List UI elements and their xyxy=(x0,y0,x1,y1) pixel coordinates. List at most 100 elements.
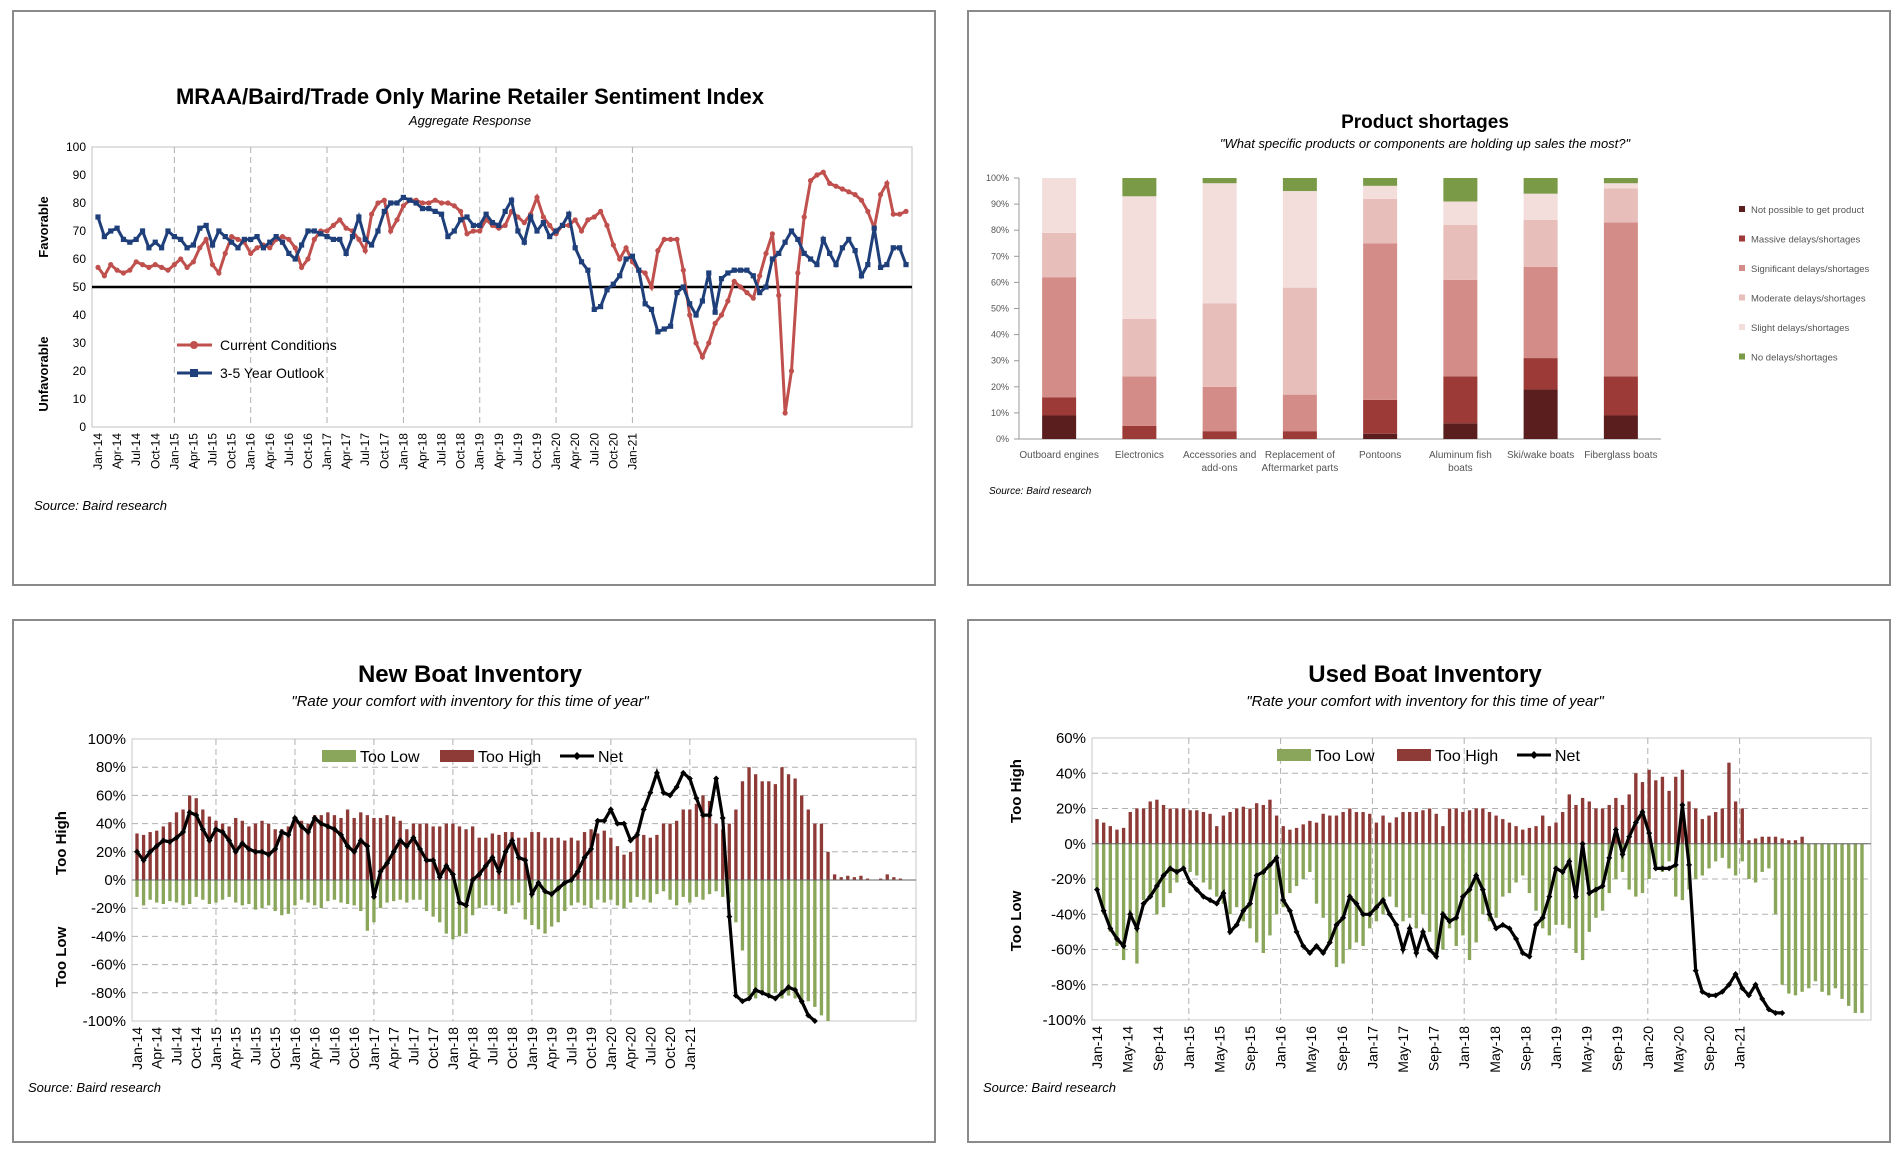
y-tick-label: 40 xyxy=(73,308,87,322)
net-point xyxy=(1772,1009,1779,1016)
data-point xyxy=(547,222,553,228)
stacked-bar-segment xyxy=(1202,178,1237,184)
too-high-bar xyxy=(760,781,764,880)
data-point xyxy=(146,264,152,270)
too-high-bar xyxy=(1288,829,1292,844)
data-point xyxy=(814,172,820,178)
too-low-bar xyxy=(155,880,159,903)
data-point xyxy=(470,222,476,228)
data-point xyxy=(127,267,133,273)
too-high-bar xyxy=(1228,812,1232,844)
data-point xyxy=(540,214,546,220)
data-point xyxy=(725,270,731,276)
too-high-bar xyxy=(786,774,791,880)
too-low-bar xyxy=(1268,843,1272,936)
too-low-bar xyxy=(339,880,343,903)
net-point xyxy=(1286,907,1293,914)
too-low-bar xyxy=(714,880,718,892)
y-tick-label: 30 xyxy=(73,336,87,350)
data-point xyxy=(394,200,400,206)
too-low-bar xyxy=(1707,843,1711,869)
too-high-bar xyxy=(378,817,383,880)
too-high-bar xyxy=(1501,819,1505,844)
stacked-bar-segment xyxy=(1603,178,1638,184)
net-point xyxy=(805,1012,812,1019)
stacked-bar-segment xyxy=(1603,376,1638,416)
too-high-bar xyxy=(1374,822,1379,844)
too-low-bar xyxy=(280,880,284,916)
x-tick-label: Sep-18 xyxy=(1517,1026,1533,1071)
data-point xyxy=(489,220,496,226)
data-point xyxy=(693,312,699,318)
net-point xyxy=(1266,861,1273,868)
x-tick-label: Jul-18 xyxy=(484,1027,500,1065)
too-high-bar xyxy=(1713,812,1718,844)
net-point xyxy=(430,857,437,864)
x-tick-label: Sep-17 xyxy=(1426,1026,1442,1071)
data-point xyxy=(445,234,451,240)
legend-swatch xyxy=(1739,294,1745,301)
data-point xyxy=(737,267,744,273)
y-tick-label: 0% xyxy=(1064,836,1086,853)
too-high-bar xyxy=(247,826,251,880)
too-low-bar xyxy=(411,880,416,900)
too-low-bar xyxy=(1614,843,1618,879)
x-tick-label: Oct-17 xyxy=(377,433,391,469)
too-high-bar xyxy=(832,874,837,880)
stacked-bar-segment xyxy=(1282,191,1317,288)
too-low-bar xyxy=(1627,843,1631,890)
data-point xyxy=(400,194,406,200)
too-low-bar xyxy=(1314,843,1319,904)
too-low-bar xyxy=(1334,843,1339,968)
too-low-bar xyxy=(1261,843,1265,954)
data-point xyxy=(438,200,445,206)
data-point xyxy=(95,214,101,220)
net-point xyxy=(1280,897,1287,904)
net-point xyxy=(265,851,272,858)
net-point xyxy=(1692,967,1699,974)
data-point xyxy=(661,326,667,332)
too-high-bar xyxy=(477,837,481,880)
legend-label: Too High xyxy=(478,749,541,766)
net-point xyxy=(621,820,628,827)
net-point xyxy=(719,814,726,821)
too-high-bar xyxy=(207,816,212,880)
x-tick-label: Oct-15 xyxy=(267,1027,283,1069)
too-low-bar xyxy=(141,880,146,906)
too-high-bar xyxy=(1594,808,1598,844)
too-low-bar xyxy=(135,880,139,897)
net-point xyxy=(1446,918,1453,925)
too-high-bar xyxy=(721,829,725,880)
too-low-bar xyxy=(1095,843,1099,890)
too-low-bar xyxy=(688,880,692,903)
too-low-bar xyxy=(1507,843,1512,894)
stacked-bar-segment xyxy=(1523,358,1558,390)
too-low-bar xyxy=(1780,843,1784,985)
new-boat-inventory-panel: New Boat Inventory "Rate your comfort wit… xyxy=(12,619,936,1143)
net-point xyxy=(291,814,298,821)
chart-subtitle: Aggregate Response xyxy=(408,113,531,128)
net-point xyxy=(1300,942,1307,949)
data-point xyxy=(578,228,585,234)
net-point xyxy=(693,795,700,802)
net-point xyxy=(1393,921,1400,928)
too-high-bar xyxy=(892,877,896,880)
data-point xyxy=(260,245,267,251)
net-point xyxy=(482,862,489,869)
data-point xyxy=(750,273,756,279)
y-tick-label: 40% xyxy=(96,816,126,833)
data-point xyxy=(337,217,343,223)
x-tick-label: Sep-16 xyxy=(1334,1026,1350,1071)
legend-label: Net xyxy=(598,749,623,766)
too-low-bar xyxy=(523,880,527,920)
too-high-bar xyxy=(1587,801,1591,844)
too-high-bar xyxy=(181,809,185,880)
source-note: Source: Baird research xyxy=(989,486,1092,497)
too-low-bar xyxy=(1248,843,1252,929)
too-high-bar xyxy=(214,820,218,880)
too-high-bar xyxy=(194,798,198,880)
data-point xyxy=(591,306,597,312)
too-low-bar xyxy=(1753,843,1758,883)
data-point xyxy=(521,239,527,245)
data-point xyxy=(833,262,839,268)
